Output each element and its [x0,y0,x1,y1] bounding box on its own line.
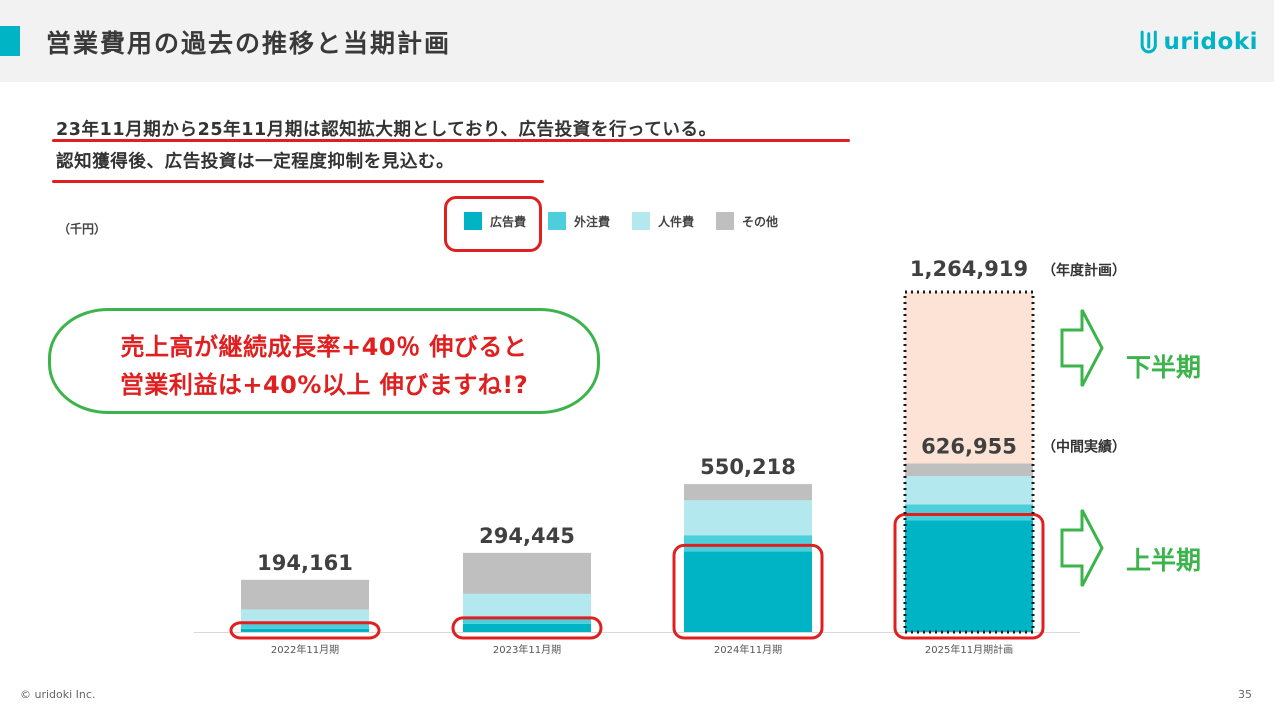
bar-total-label-2: 294,445 [479,524,575,548]
brand-logo: uridoki [1138,24,1258,60]
bar-total-label-3: 550,218 [700,455,796,479]
legend-label-ad: 広告費 [490,214,527,229]
bar-segment-3-3 [684,500,812,536]
bar-segment-1-2 [463,623,591,632]
legend-item-ad: 広告費 [464,212,526,230]
legend-label-outsourcing: 外注費 [574,214,611,229]
first-half-label: 上半期 [1126,546,1201,575]
plan-total-note: （年度計画） [1042,262,1126,279]
x-tick-label-2: 2023年11月期 [493,643,561,656]
intro-underline-1 [52,139,850,142]
intro-line-2: 認知獲得後、広告投資は一定程度抑制を見込む。 [56,152,455,172]
footer-page-number: 35 [1238,688,1252,701]
uridoki-logo-icon [1140,30,1157,54]
intro-line-1: 23年11月期から25年11月期は認知拡大期としており、広告投資を行っている。 [56,120,717,140]
legend-swatch-ad [464,212,482,230]
footer-copyright: © uridoki Inc. [20,688,96,701]
bar-segment-3-2 [463,593,591,619]
legend-label-personnel: 人件費 [658,214,695,229]
second-half-arrow-icon [1060,309,1104,387]
bar-segment-4-4 [905,463,1033,477]
ad-highlight-ring-1 [229,621,381,640]
bar-segment-2-1 [241,623,369,629]
x-tick-label-4: 2025年11月期計画 [925,643,1013,656]
ad-highlight-ring-2 [451,616,603,640]
header-bar: 営業費用の過去の推移と当期計画 uridoki [0,0,1274,82]
legend-item-other: その他 [716,212,778,230]
x-tick-label-1: 2022年11月期 [271,643,339,656]
page-title: 営業費用の過去の推移と当期計画 [46,29,452,58]
bar-segment-1-1 [241,628,369,632]
bar-segment-1-3 [684,551,812,632]
bar-total-label-plan-actual: 626,955 [921,434,1017,458]
x-tick-label-3: 2024年11月期 [714,643,782,656]
plan-second-half-fill [905,292,1033,464]
bar-segment-1-4 [905,520,1033,632]
callout-line-1: 売上高が継続成長率+40％ 伸びると [120,333,528,361]
bar-segment-3-4 [905,476,1033,505]
bar-segment-4-3 [684,484,812,501]
bar-segment-3-1 [241,609,369,624]
callout-bubble: 売上高が継続成長率+40％ 伸びると 営業利益は+40%以上 伸びますね!? [48,308,600,414]
bar-segment-4-2 [463,552,591,594]
legend-highlight-ring [444,196,542,252]
intro-underline-2 [52,180,544,183]
bar-segment-4-1 [241,579,369,610]
legend-label-other: その他 [742,214,779,229]
legend-swatch-outsourcing [548,212,567,230]
callout-line-2: 営業利益は+40%以上 伸びますね!? [119,371,529,399]
legend-swatch-personnel [632,212,651,230]
ad-highlight-ring-3 [672,543,824,640]
bar-segment-2-2 [463,618,591,624]
header-accent-bar [0,26,20,56]
second-half-label: 下半期 [1126,353,1201,382]
chart-legend: 広告費 外注費 人件費 その他 [464,212,800,230]
plan-actual-note: （中間実績） [1042,438,1126,455]
legend-item-outsourcing: 外注費 [548,212,610,230]
legend-swatch-other [716,212,735,230]
bar-segment-2-3 [684,535,812,552]
brand-name: uridoki [1163,29,1258,55]
bar-total-label-1: 194,161 [257,551,353,575]
plan-total-label: 1,264,919 [910,257,1028,281]
bar-segment-2-4 [905,504,1033,521]
ad-highlight-ring-4 [893,512,1045,640]
first-half-arrow-icon [1060,509,1104,587]
chart-unit-label: （千円） [58,222,107,236]
legend-item-personnel: 人件費 [632,212,694,230]
